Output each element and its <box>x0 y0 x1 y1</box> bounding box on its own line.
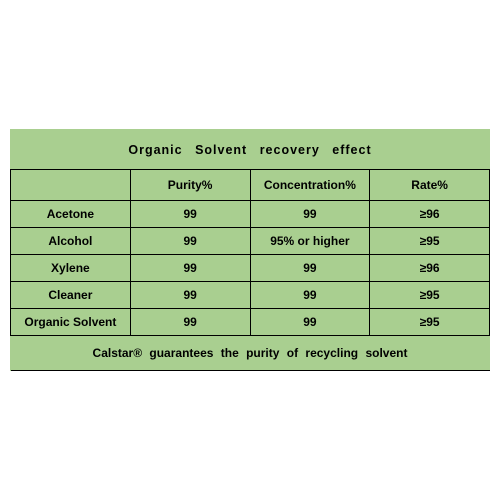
table-row: Cleaner 99 99 ≥95 <box>11 282 490 309</box>
table-footer: Calstar® guarantees the purity of recycl… <box>11 336 490 371</box>
col-header-concentration: Concentration% <box>250 170 370 201</box>
col-header-name <box>11 170 131 201</box>
row-rate: ≥96 <box>370 201 490 228</box>
col-header-purity: Purity% <box>130 170 250 201</box>
row-rate: ≥96 <box>370 255 490 282</box>
row-name: Acetone <box>11 201 131 228</box>
row-concentration: 99 <box>250 255 370 282</box>
row-rate: ≥95 <box>370 309 490 336</box>
row-concentration: 99 <box>250 282 370 309</box>
row-rate: ≥95 <box>370 228 490 255</box>
table-row: Organic Solvent 99 99 ≥95 <box>11 309 490 336</box>
table-title: Organic Solvent recovery effect <box>11 129 490 170</box>
row-concentration: 99 <box>250 309 370 336</box>
table-row: Xylene 99 99 ≥96 <box>11 255 490 282</box>
row-name: Xylene <box>11 255 131 282</box>
solvent-recovery-table-container: Organic Solvent recovery effect Purity% … <box>10 129 490 371</box>
table-title-row: Organic Solvent recovery effect <box>11 129 490 170</box>
solvent-recovery-table: Organic Solvent recovery effect Purity% … <box>10 129 490 371</box>
row-name: Alcohol <box>11 228 131 255</box>
table-row: Acetone 99 99 ≥96 <box>11 201 490 228</box>
row-purity: 99 <box>130 282 250 309</box>
row-purity: 99 <box>130 255 250 282</box>
row-purity: 99 <box>130 309 250 336</box>
row-concentration: 99 <box>250 201 370 228</box>
col-header-rate: Rate% <box>370 170 490 201</box>
row-purity: 99 <box>130 201 250 228</box>
table-row: Alcohol 99 95% or higher ≥95 <box>11 228 490 255</box>
row-name: Cleaner <box>11 282 131 309</box>
row-concentration: 95% or higher <box>250 228 370 255</box>
row-purity: 99 <box>130 228 250 255</box>
row-rate: ≥95 <box>370 282 490 309</box>
row-name: Organic Solvent <box>11 309 131 336</box>
table-header-row: Purity% Concentration% Rate% <box>11 170 490 201</box>
table-footer-row: Calstar® guarantees the purity of recycl… <box>11 336 490 371</box>
